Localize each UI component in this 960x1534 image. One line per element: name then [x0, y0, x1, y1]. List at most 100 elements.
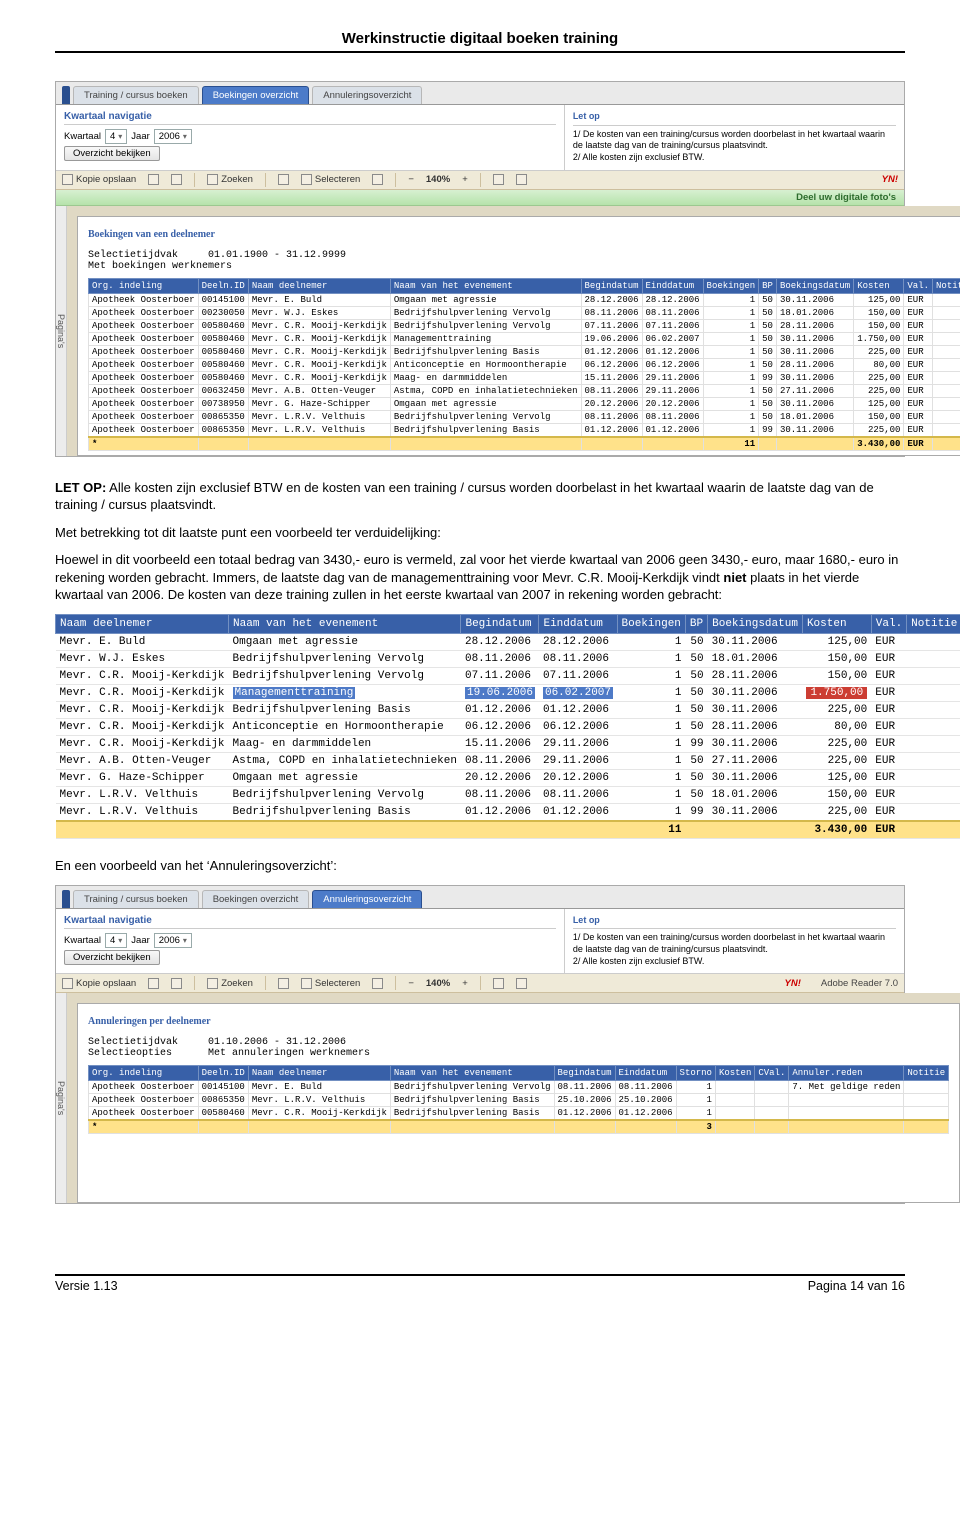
tool-save-2[interactable]: Kopie opslaan	[62, 978, 136, 989]
report-sub: Met boekingen werknemers	[88, 261, 960, 272]
tool-search[interactable]: Zoeken	[207, 174, 253, 185]
yahoo-badge[interactable]: YN!	[882, 174, 898, 185]
tab-annulering[interactable]: Annuleringsoverzicht	[312, 86, 422, 104]
side-tab-pages[interactable]: Pagina's	[56, 206, 67, 456]
table-total: 113.430,00EUR	[56, 821, 960, 839]
tab-boekingen-2[interactable]: Boekingen overzicht	[202, 890, 310, 908]
grid-header: BP	[759, 278, 777, 293]
grid-header: Naam van het evenement	[390, 278, 581, 293]
tool-camera-2[interactable]	[372, 978, 383, 989]
grid-header: CVal.	[755, 1066, 789, 1081]
mail-icon	[171, 174, 182, 185]
table-header: Boekingsdatum	[708, 615, 803, 634]
kwartaal-select-2[interactable]: 4	[105, 933, 127, 948]
tool-mail-2[interactable]	[171, 978, 182, 989]
tool-select-2[interactable]: Selecteren	[301, 978, 360, 989]
paragraph-intro: Met betrekking tot dit laatste punt een …	[55, 524, 905, 542]
share-strip[interactable]: Deel uw digitale foto's	[56, 190, 904, 206]
grid-header: Notitie	[904, 1066, 949, 1081]
page-footer: Versie 1.13 Pagina 14 van 16	[55, 1274, 905, 1293]
tool-search-2[interactable]: Zoeken	[207, 978, 253, 989]
grid-header: Einddatum	[615, 1066, 676, 1081]
cancel-grid: Org. indelingDeeln.IDNaam deelnemerNaam …	[88, 1065, 949, 1134]
grid-row: Apotheek Oosterboer00230050Mevr. W.J. Es…	[89, 306, 960, 319]
sign-icon	[516, 174, 527, 185]
mail-icon	[171, 978, 182, 989]
grid-header: Kosten	[854, 278, 904, 293]
report-paper-2: Annuleringen per deelnemer Selectietijdv…	[77, 1003, 960, 1203]
select-icon	[301, 174, 312, 185]
table-header: Naam deelnemer	[56, 615, 229, 634]
table-row: Mevr. E. BuldOmgaan met agressie28.12.20…	[56, 634, 960, 651]
grid-header: Naam deelnemer	[248, 278, 390, 293]
overzicht-button[interactable]: Overzicht bekijken	[64, 146, 160, 161]
grid-row: Apotheek Oosterboer00145100Mevr. E. Buld…	[89, 1081, 949, 1094]
tool-zoom-out[interactable]: −	[408, 174, 414, 185]
tool-hand-2[interactable]	[278, 978, 289, 989]
tool-select[interactable]: Selecteren	[301, 174, 360, 185]
tab-training-2[interactable]: Training / cursus boeken	[73, 890, 199, 908]
tool-save[interactable]: Kopie opslaan	[62, 174, 136, 185]
rotate-icon	[493, 174, 504, 185]
tool-print[interactable]	[148, 174, 159, 185]
grid-row: Apotheek Oosterboer00865350Mevr. L.R.V. …	[89, 1094, 949, 1107]
jaar-select[interactable]: 2006	[154, 129, 192, 144]
adobe-badge: Adobe Reader 7.0	[821, 978, 898, 989]
paragraph-explain: Hoewel in dit voorbeeld een totaal bedra…	[55, 551, 905, 604]
zoom-value[interactable]: 140%	[426, 174, 450, 185]
kwartaal-label-2: Kwartaal	[64, 935, 101, 946]
tool-mail[interactable]	[171, 174, 182, 185]
tool-zoom-in[interactable]: +	[462, 174, 468, 185]
jaar-select-2[interactable]: 2006	[154, 933, 192, 948]
tool-camera[interactable]	[372, 174, 383, 185]
grid-header: Einddatum	[642, 278, 703, 293]
grid-header: Boekingen	[703, 278, 759, 293]
select-icon	[301, 978, 312, 989]
report-title: Boekingen van een deelnemer	[88, 229, 960, 240]
app-annulering-overview: Training / cursus boeken Boekingen overz…	[55, 885, 905, 1205]
tab-annulering-2[interactable]: Annuleringsoverzicht	[312, 890, 422, 908]
kwartaal-nav-heading-2: Kwartaal navigatie	[64, 915, 556, 929]
overzicht-button-2[interactable]: Overzicht bekijken	[64, 950, 160, 965]
tool-zoom-in-2[interactable]: +	[462, 978, 468, 989]
tab-boekingen[interactable]: Boekingen overzicht	[202, 86, 310, 104]
hand-icon	[278, 978, 289, 989]
tool-sign-2[interactable]	[516, 978, 527, 989]
table-header: Boekingen	[617, 615, 685, 634]
table-row: Mevr. G. Haze-SchipperOmgaan met agressi…	[56, 770, 960, 787]
tab-training[interactable]: Training / cursus boeken	[73, 86, 199, 104]
pdf-toolbar: Kopie opslaan Zoeken Selecteren − 140% +…	[56, 171, 904, 190]
tool-hand[interactable]	[278, 174, 289, 185]
report-opties-2: Selectieopties Met annuleringen werkneme…	[88, 1048, 949, 1059]
hand-icon	[278, 174, 289, 185]
zoom-value-2[interactable]: 140%	[426, 978, 450, 989]
grid-header: Org. indeling	[89, 1066, 199, 1081]
grid-header: Boekingsdatum	[776, 278, 853, 293]
kwartaal-select[interactable]: 4	[105, 129, 127, 144]
grid-row: Apotheek Oosterboer00580460Mevr. C.R. Mo…	[89, 332, 960, 345]
booking-grid: Org. indelingDeeln.IDNaam deelnemerNaam …	[88, 278, 960, 451]
grid-row: Apotheek Oosterboer00580460Mevr. C.R. Mo…	[89, 358, 960, 371]
tool-rotate-2[interactable]	[493, 978, 504, 989]
app-booking-overview: Training / cursus boeken Boekingen overz…	[55, 81, 905, 457]
side-tab-pages-2[interactable]: Pagina's	[56, 993, 67, 1203]
tool-sign[interactable]	[516, 174, 527, 185]
tool-print-2[interactable]	[148, 978, 159, 989]
grid-row: Apotheek Oosterboer00580460Mevr. C.R. Mo…	[89, 345, 960, 358]
report-selectie-2: Selectietijdvak 01.10.2006 - 31.12.2006	[88, 1037, 949, 1048]
tool-zoom-out-2[interactable]: −	[408, 978, 414, 989]
report-title-2: Annuleringen per deelnemer	[88, 1016, 949, 1027]
grid-row: Apotheek Oosterboer00865350Mevr. L.R.V. …	[89, 423, 960, 437]
yahoo-badge-2[interactable]: YN!	[785, 978, 801, 989]
table-row: Mevr. C.R. Mooij-KerkdijkManagementtrain…	[56, 685, 960, 702]
grid-header: Begindatum	[554, 1066, 615, 1081]
paragraph-annuler: En een voorbeeld van het ‘Annuleringsove…	[55, 857, 905, 875]
notice-line-2b: 2/ Alle kosten zijn exclusief BTW.	[573, 956, 896, 968]
camera-icon	[372, 174, 383, 185]
tab-strip: Training / cursus boeken Boekingen overz…	[56, 82, 904, 105]
tab-leader	[62, 890, 70, 908]
notice-line-1b: 1/ De kosten van een training/cursus wor…	[573, 932, 896, 955]
table-header: Einddatum	[539, 615, 617, 634]
doc-title: Werkinstructie digitaal boeken training	[55, 30, 905, 53]
tool-rotate[interactable]	[493, 174, 504, 185]
